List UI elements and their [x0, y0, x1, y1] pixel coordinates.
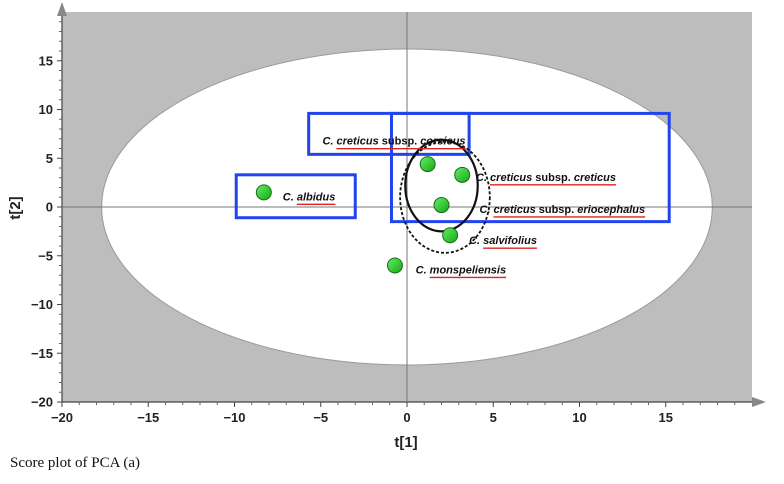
cluster-ellipse — [404, 138, 479, 233]
data-point — [255, 184, 272, 201]
cluster-ellipse-dashed — [399, 140, 491, 254]
group-box — [389, 111, 671, 224]
y-axis-arrow-icon — [57, 2, 67, 16]
point-label: C. creticus subsp. creticus — [476, 172, 616, 184]
x-tick-label: 0 — [403, 410, 410, 425]
x-axis-arrow-icon — [752, 397, 766, 407]
group-box — [307, 111, 471, 156]
x-tick-label: 10 — [572, 410, 586, 425]
x-tick-label: −5 — [313, 410, 328, 425]
x-tick-label: −20 — [51, 410, 73, 425]
y-axis-label: t[2] — [7, 196, 24, 219]
point-label: C. creticus subsp. corsicus — [322, 136, 465, 148]
data-point — [433, 197, 450, 214]
figure-caption: Score plot of PCA (a) — [10, 455, 140, 471]
data-point — [454, 166, 471, 183]
point-label: C. albidus — [283, 191, 336, 203]
x-tick-label: −15 — [137, 410, 159, 425]
data-point — [386, 257, 403, 274]
x-tick-label: 5 — [490, 410, 497, 425]
y-tick-label: −10 — [31, 297, 53, 312]
y-tick-label: 15 — [39, 53, 53, 68]
y-tick-label: −15 — [31, 346, 53, 361]
point-label: C. salvifolius — [469, 235, 537, 247]
x-tick-label: −10 — [223, 410, 245, 425]
y-tick-label: 0 — [46, 200, 53, 215]
y-tick-label: −20 — [31, 395, 53, 410]
x-axis-label: t[1] — [394, 434, 417, 451]
point-label: C. monspeliensis — [416, 264, 506, 276]
y-tick-label: 5 — [46, 151, 53, 166]
x-tick-label: 15 — [659, 410, 673, 425]
group-box — [234, 173, 357, 220]
data-point — [419, 156, 436, 173]
data-point — [442, 227, 459, 244]
point-label: C. creticus subsp. eriocephalus — [479, 204, 645, 216]
y-tick-label: −5 — [38, 248, 53, 263]
y-tick-label: 10 — [39, 102, 53, 117]
